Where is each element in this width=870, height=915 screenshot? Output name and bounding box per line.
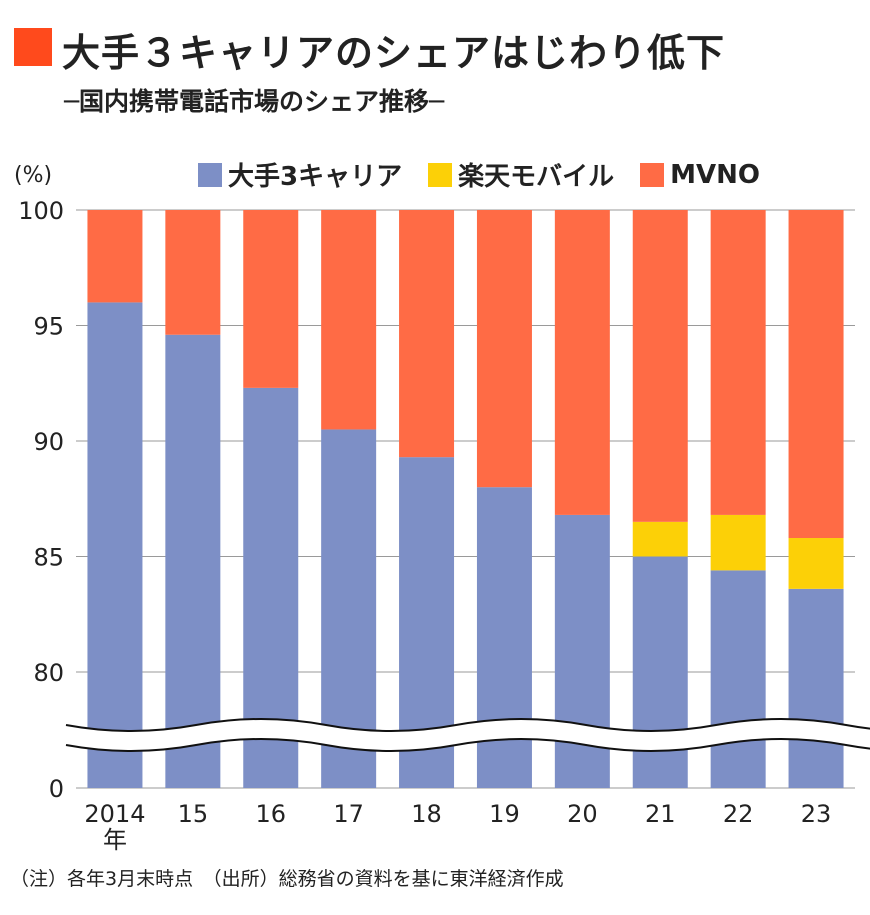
legend-label: 楽天モバイル xyxy=(458,162,615,192)
chart-title: 大手３キャリアのシェアはじわり低下 xyxy=(62,31,726,75)
bar-segment xyxy=(243,210,299,388)
x-tick-label: 18 xyxy=(411,800,442,828)
legend-label: 大手3キャリア xyxy=(228,162,403,192)
footnote: （注）各年3月末時点 （出所）総務省の資料を基に東洋経済作成 xyxy=(10,868,564,890)
bar-segment xyxy=(476,487,532,788)
legend-item-rakuten: 楽天モバイル xyxy=(428,156,614,193)
bar-segment xyxy=(788,588,844,788)
x-tick-label: 21 xyxy=(645,800,676,828)
x-tick-label: 16 xyxy=(255,800,286,828)
x-tick-label: 20 xyxy=(567,800,598,828)
legend-swatch xyxy=(640,162,665,187)
bar-segment xyxy=(165,210,221,335)
bar-segment xyxy=(710,514,766,571)
x-tick-label: 23 xyxy=(801,800,832,828)
legend-item-mvno: MVNO xyxy=(640,160,760,190)
chart-subtitle: ─国内携帯電話市場のシェア推移─ xyxy=(64,87,445,116)
y-tick-label: 85 xyxy=(33,544,64,572)
y-tick-label: 95 xyxy=(33,313,64,341)
y-axis-unit: (%) xyxy=(14,163,53,188)
y-tick-label: 0 xyxy=(49,775,64,803)
axis-break-band xyxy=(66,719,870,751)
legend-swatch xyxy=(428,162,453,187)
bar-segment xyxy=(87,210,143,303)
bar-segment xyxy=(788,538,844,589)
bar-segment xyxy=(476,210,532,488)
bar-segment xyxy=(788,210,844,539)
legend-label: MVNO xyxy=(670,159,760,190)
x-tick-label: 2014 xyxy=(84,800,145,828)
axis-break-line xyxy=(65,738,870,752)
bar-segment xyxy=(554,210,610,515)
bar-segment xyxy=(710,570,766,788)
x-tick-label: 19 xyxy=(489,800,520,828)
bar-segment xyxy=(87,302,143,788)
legend: 大手3キャリア 楽天モバイル MVNO xyxy=(198,156,786,193)
bar-segment xyxy=(321,210,377,430)
x-tick-label: 15 xyxy=(178,800,209,828)
title-marker xyxy=(14,28,52,66)
legend-item-major-carriers: 大手3キャリア xyxy=(198,156,402,193)
x-tick-label: 17 xyxy=(333,800,364,828)
y-tick-label: 80 xyxy=(33,659,64,687)
y-tick-label: 100 xyxy=(18,197,64,225)
bar-segment xyxy=(632,521,688,557)
x-tick-label: 年 xyxy=(103,826,127,854)
bar-segment xyxy=(710,210,766,515)
axis-break-line xyxy=(65,718,870,732)
bar-segment xyxy=(632,556,688,788)
legend-swatch xyxy=(198,162,222,187)
bar-segment xyxy=(632,210,688,522)
x-tick-label: 22 xyxy=(723,800,754,828)
bar-segment xyxy=(165,334,221,788)
y-tick-label: 90 xyxy=(33,428,64,456)
bar-segment xyxy=(399,210,455,458)
